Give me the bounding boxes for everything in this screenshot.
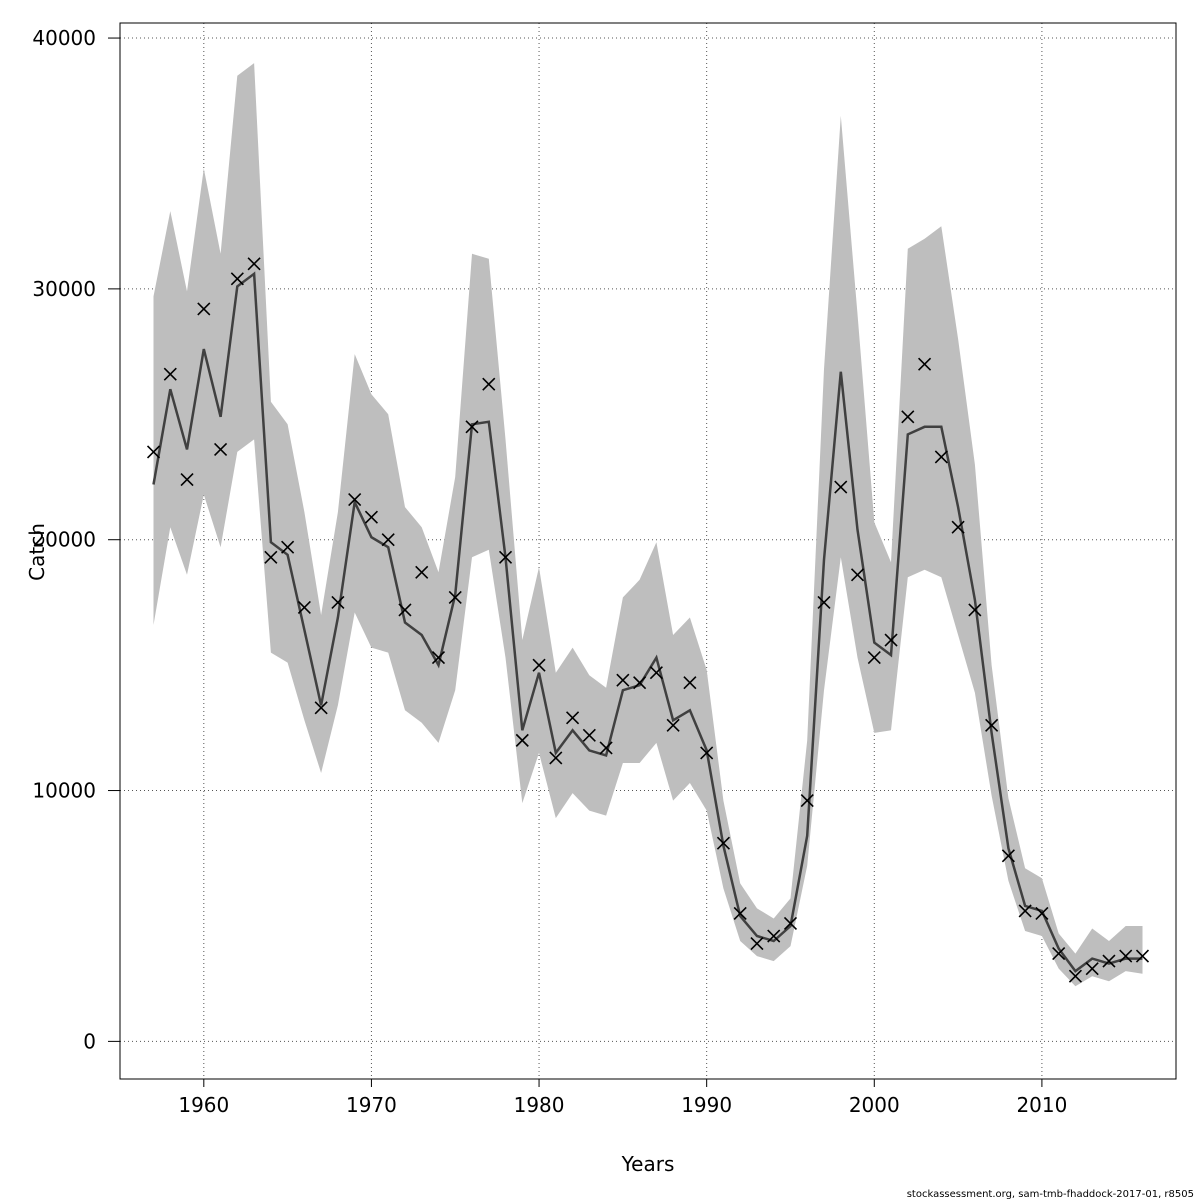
observed-point: [197, 302, 211, 316]
observed-point: [364, 510, 378, 524]
observed-point: [431, 651, 446, 665]
observed-point: [281, 540, 295, 554]
source-footer: stockassessment.org, sam-tmb-fhaddock-20…: [907, 1189, 1194, 1200]
observed-point: [448, 590, 462, 604]
observed-point: [1135, 949, 1150, 963]
y-tick-label: 0: [83, 1029, 96, 1053]
observed-point: [482, 377, 496, 391]
observed-point: [498, 550, 513, 564]
observed-point: [1018, 904, 1032, 918]
y-axis: 0 10000 20000 30000 40000: [32, 26, 120, 1053]
observed-point: [750, 936, 764, 951]
observed-point: [264, 550, 278, 564]
observed-point: [767, 929, 781, 943]
observed-point: [582, 728, 596, 742]
observed-point: [884, 633, 898, 647]
confidence-band: [153, 63, 1143, 987]
observed-point: [1068, 969, 1082, 983]
observed-point: [683, 676, 697, 690]
observed-point: [314, 701, 328, 715]
observed-point: [733, 906, 747, 921]
y-axis-title: Catch: [25, 523, 49, 581]
x-tick-label: 2010: [1016, 1093, 1067, 1117]
x-tick-label: 2000: [849, 1093, 900, 1117]
observed-point: [817, 595, 831, 609]
observed-point: [1052, 947, 1066, 961]
observed-point: [532, 658, 546, 672]
observed-point: [599, 741, 613, 755]
x-tick-label: 1990: [681, 1093, 732, 1117]
observed-point: [381, 533, 395, 547]
observed-point: [163, 367, 177, 381]
observed-point: [515, 733, 529, 747]
observed-point: [415, 565, 429, 579]
observed-point: [918, 357, 932, 371]
observed-point: [1102, 954, 1116, 968]
observed-point: [1035, 906, 1049, 921]
observed-point: [1119, 949, 1133, 963]
y-tick-label: 20000: [32, 528, 96, 552]
observed-point: [716, 836, 730, 850]
x-tick-label: 1980: [514, 1093, 565, 1117]
observed-point: [901, 410, 915, 424]
observed-point: [566, 711, 580, 725]
x-axis-title: Years: [621, 1152, 675, 1176]
observed-point: [633, 676, 647, 690]
observed-point: [247, 257, 261, 271]
observed-point: [834, 480, 848, 494]
observed-point: [230, 272, 244, 286]
observed-point: [146, 445, 161, 459]
y-tick-label: 10000: [32, 779, 96, 803]
plot-border: [119, 22, 1177, 1080]
observed-point: [968, 603, 982, 617]
observed-point: [783, 916, 798, 931]
observed-point: [800, 794, 814, 808]
observed-point: [985, 718, 999, 732]
observed-point: [297, 600, 311, 615]
observed-point: [867, 651, 881, 665]
y-tick-label: 40000: [32, 26, 96, 50]
observed-point: [850, 568, 865, 582]
observed-point: [951, 520, 965, 534]
y-tick-label: 30000: [32, 277, 96, 301]
observed-point: [398, 603, 412, 617]
observed-point: [666, 718, 680, 732]
observed-point: [1085, 962, 1099, 976]
observed-point: [616, 673, 630, 687]
observed-point: [465, 420, 479, 434]
observed-point: [649, 666, 663, 680]
x-tick-label: 1960: [178, 1093, 229, 1117]
observed-point: [348, 493, 362, 507]
observed-point: [549, 751, 563, 765]
observed-point: [1001, 849, 1015, 863]
estimated-catch-line: [152, 271, 1143, 973]
observed-point: [934, 450, 948, 464]
observed-point: [180, 472, 194, 487]
observed-point: [331, 595, 345, 609]
x-tick-label: 1970: [346, 1093, 397, 1117]
x-axis: 1960 1970 1980 1990 2000 2010: [178, 1079, 1067, 1117]
observed-catch-markers: [146, 257, 1150, 983]
observed-point: [700, 746, 714, 760]
observed-point: [214, 442, 228, 456]
